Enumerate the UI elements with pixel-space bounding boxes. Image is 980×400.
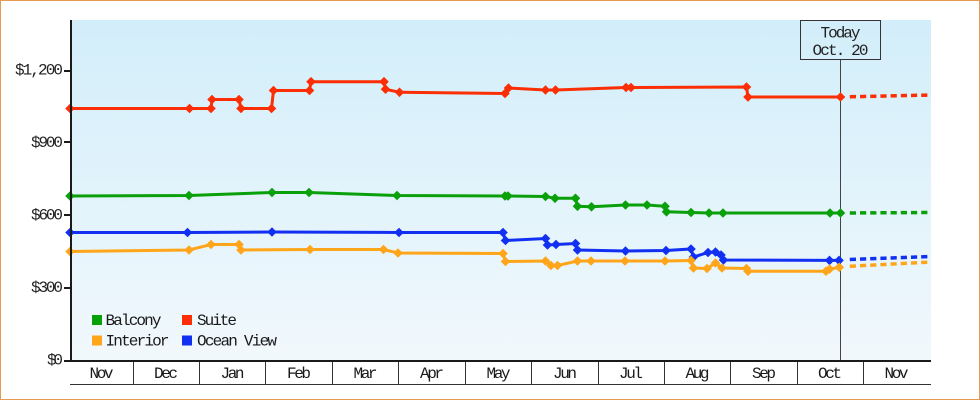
- svg-text:$600: $600: [31, 207, 63, 225]
- svg-text:Nov: Nov: [90, 365, 114, 383]
- svg-text:Jan: Jan: [221, 365, 245, 383]
- svg-text:May: May: [487, 365, 511, 383]
- svg-text:Mar: Mar: [354, 365, 378, 383]
- svg-text:Oct: Oct: [818, 365, 842, 383]
- svg-text:Nov: Nov: [885, 365, 909, 383]
- svg-text:Balcony: Balcony: [106, 312, 162, 330]
- svg-text:$300: $300: [31, 279, 63, 297]
- svg-text:Aug: Aug: [686, 365, 710, 383]
- svg-text:Apr: Apr: [420, 365, 444, 383]
- svg-text:Dec: Dec: [154, 365, 178, 383]
- svg-text:Jun: Jun: [553, 365, 577, 383]
- svg-text:Suite: Suite: [197, 312, 237, 330]
- svg-text:Sep: Sep: [752, 365, 776, 383]
- svg-text:Feb: Feb: [287, 365, 311, 383]
- svg-text:Today: Today: [821, 25, 861, 43]
- svg-text:Interior: Interior: [106, 333, 170, 351]
- svg-text:Ocean View: Ocean View: [197, 333, 277, 351]
- svg-text:Oct. 20: Oct. 20: [813, 42, 869, 60]
- svg-text:$0: $0: [47, 352, 63, 370]
- svg-text:$900: $900: [31, 134, 63, 152]
- svg-text:$1,200: $1,200: [15, 62, 63, 80]
- svg-text:Jul: Jul: [619, 365, 643, 383]
